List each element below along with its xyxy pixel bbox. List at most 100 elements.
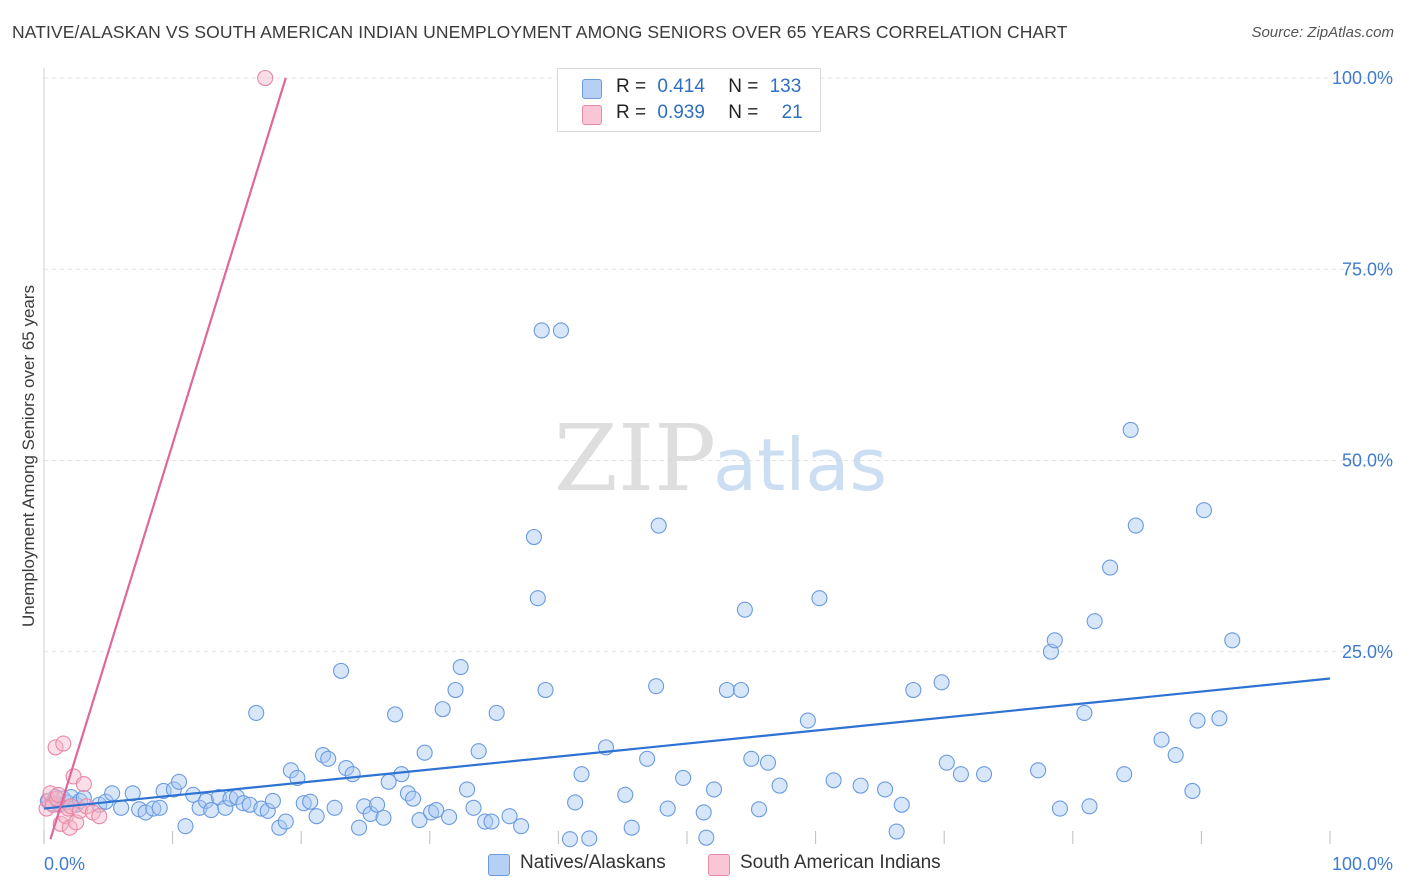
bottom-legend-label-south-american: South American Indians — [740, 852, 941, 873]
natives-alaskans-point — [177, 818, 194, 835]
natives-alaskans-point — [326, 799, 343, 816]
natives-alaskans-point — [525, 528, 543, 546]
natives-alaskans-point — [771, 777, 788, 794]
natives-alaskans-point — [137, 804, 154, 821]
natives-alaskans-point — [736, 601, 753, 618]
natives-alaskans-point — [113, 799, 130, 816]
natives-alaskans-point — [1030, 762, 1047, 779]
natives-alaskans-point — [488, 704, 505, 722]
natives-alaskans-point — [581, 830, 598, 847]
south-american-indians-point — [61, 819, 78, 836]
natives-alaskans-point — [639, 750, 656, 767]
y-tick-label: 100.0% — [1332, 68, 1393, 88]
natives-alaskans-point — [271, 819, 288, 836]
natives-alaskans-point — [465, 799, 482, 816]
y-tick-label: 75.0% — [1342, 259, 1393, 279]
natives-alaskans-point — [811, 590, 828, 607]
natives-alaskans-point — [799, 712, 816, 729]
natives-alaskans-point — [537, 681, 554, 699]
natives-alaskans-point — [253, 800, 270, 817]
natives-alaskans-point — [825, 772, 842, 789]
natives-alaskans-point — [623, 819, 640, 836]
legend-n-label: N = — [728, 76, 759, 97]
natives-alaskans-point — [308, 808, 325, 825]
watermark-atlas: atlas — [713, 423, 887, 507]
natives-alaskans-point — [750, 801, 768, 818]
south-american-indians-point — [91, 808, 108, 825]
natives-alaskans-point — [104, 785, 121, 802]
natives-alaskans-point — [197, 792, 215, 809]
natives-alaskans-point — [277, 813, 294, 830]
natives-alaskans-point — [976, 766, 993, 783]
tick-labels: 25.0% 50.0% 75.0% 100.0% 0.0% 100.0% — [44, 68, 1393, 874]
natives-alaskans-point — [718, 681, 735, 699]
y-tick-label: 25.0% — [1342, 642, 1393, 662]
south-american-indians-trendline — [49, 77, 287, 840]
natives-alaskans-point — [155, 782, 172, 800]
natives-alaskans-point — [529, 590, 546, 607]
legend-swatch-south-american — [582, 105, 602, 125]
natives-alaskans-point — [477, 813, 494, 830]
natives-alaskans-point — [888, 823, 905, 840]
natives-alaskans-point — [235, 795, 252, 812]
trendlines — [43, 77, 1331, 840]
legend-n-natives: 133 — [769, 76, 802, 97]
natives-alaskans-point — [659, 800, 676, 817]
natives-alaskans-point — [447, 681, 464, 699]
legend-r-south-american: 0.939 — [657, 102, 705, 123]
natives-alaskans-point — [675, 769, 692, 787]
natives-alaskans-point — [428, 802, 445, 819]
watermark-zip: ZIP — [554, 405, 716, 512]
natives-alaskans-point — [650, 517, 667, 534]
natives-alaskans-point — [952, 766, 969, 783]
legend-r-natives: 0.414 — [657, 76, 705, 97]
axes — [43, 68, 1331, 844]
legend-n-south-american: 21 — [781, 102, 803, 123]
natives-alaskans-point — [1167, 746, 1184, 764]
natives-alaskans-point — [362, 805, 379, 822]
natives-alaskans-point — [1081, 798, 1098, 815]
natives-alaskans-point — [617, 786, 634, 803]
natives-alaskans-point — [533, 322, 550, 339]
natives-alaskans-point — [459, 781, 476, 798]
south-american-indians-points — [38, 69, 274, 836]
source-label: Source: ZipAtlas.com — [1251, 24, 1394, 41]
natives-alaskans-point — [483, 813, 500, 830]
natives-alaskans-point — [151, 799, 168, 816]
x-tick-label: 100.0% — [1332, 854, 1393, 874]
natives-alaskans-point — [1051, 800, 1068, 817]
legend-swatch-natives — [582, 79, 602, 99]
natives-alaskans-point — [1153, 731, 1170, 748]
natives-alaskans-point — [759, 754, 777, 771]
chart-title: NATIVE/ALASKAN VS SOUTH AMERICAN INDIAN … — [12, 22, 1068, 42]
natives-alaskans-point — [1184, 782, 1201, 800]
x-tick-label: 0.0% — [44, 854, 85, 874]
natives-alaskans-point — [452, 658, 469, 676]
correlation-legend: R = 0.414 N = 133 R = 0.939 N = 21 — [557, 68, 821, 132]
south-american-indians-point — [257, 69, 274, 87]
legend-r-label: R = — [616, 102, 647, 123]
natives-alaskans-point — [1046, 632, 1063, 649]
natives-alaskans-point — [852, 777, 869, 794]
natives-alaskans-point — [411, 811, 428, 829]
natives-alaskans-point — [1076, 704, 1093, 722]
natives-alaskans-point — [124, 785, 141, 802]
natives-alaskans-point — [217, 799, 234, 816]
natives-alaskans-point — [264, 792, 281, 809]
legend-r-label: R = — [616, 76, 647, 97]
natives-alaskans-point — [561, 831, 579, 848]
natives-alaskans-point — [405, 790, 422, 807]
natives-alaskans-point — [170, 773, 188, 790]
natives-alaskans-point — [893, 796, 910, 813]
natives-alaskans-point — [1086, 613, 1103, 630]
natives-alaskans-point — [648, 678, 665, 695]
natives-alaskans-point — [416, 744, 433, 761]
natives-alaskans-point — [338, 759, 355, 777]
natives-alaskans-point — [1211, 710, 1228, 727]
natives-alaskans-point — [573, 766, 590, 783]
natives-alaskans-point — [1195, 502, 1213, 519]
natives-alaskans-point — [1127, 517, 1144, 534]
south-american-indians-point — [55, 735, 72, 752]
bottom-legend-swatch-natives — [488, 854, 510, 876]
